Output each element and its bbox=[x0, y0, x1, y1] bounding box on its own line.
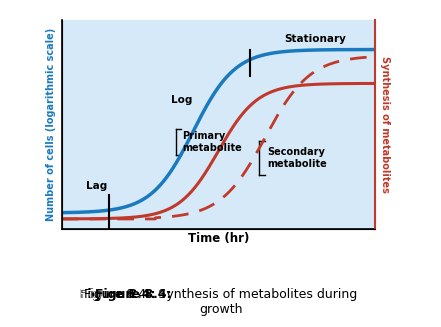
Y-axis label: Synthesis of metabolites: Synthesis of metabolites bbox=[381, 56, 390, 193]
Text: Figure 8.4:: Figure 8.4: bbox=[79, 288, 156, 301]
X-axis label: Time (hr): Time (hr) bbox=[187, 232, 249, 245]
Y-axis label: Number of cells (logarithmic scale): Number of cells (logarithmic scale) bbox=[46, 28, 56, 221]
Text: Primary
metabolite: Primary metabolite bbox=[182, 131, 242, 153]
Text: Figure 8.4:  Synthesis of metabolites during
growth: Figure 8.4: Synthesis of metabolites dur… bbox=[79, 288, 353, 316]
Text: Stationary: Stationary bbox=[284, 34, 346, 43]
Text: Secondary
metabolite: Secondary metabolite bbox=[267, 147, 327, 169]
Text: Log: Log bbox=[171, 95, 193, 105]
Text: Figure 8.4:  Synthesis of metabolites during
growth: Figure 8.4: Synthesis of metabolites dur… bbox=[84, 288, 357, 316]
Text: Figure 8.4:: Figure 8.4: bbox=[95, 288, 171, 301]
Text: Lag: Lag bbox=[86, 181, 107, 191]
